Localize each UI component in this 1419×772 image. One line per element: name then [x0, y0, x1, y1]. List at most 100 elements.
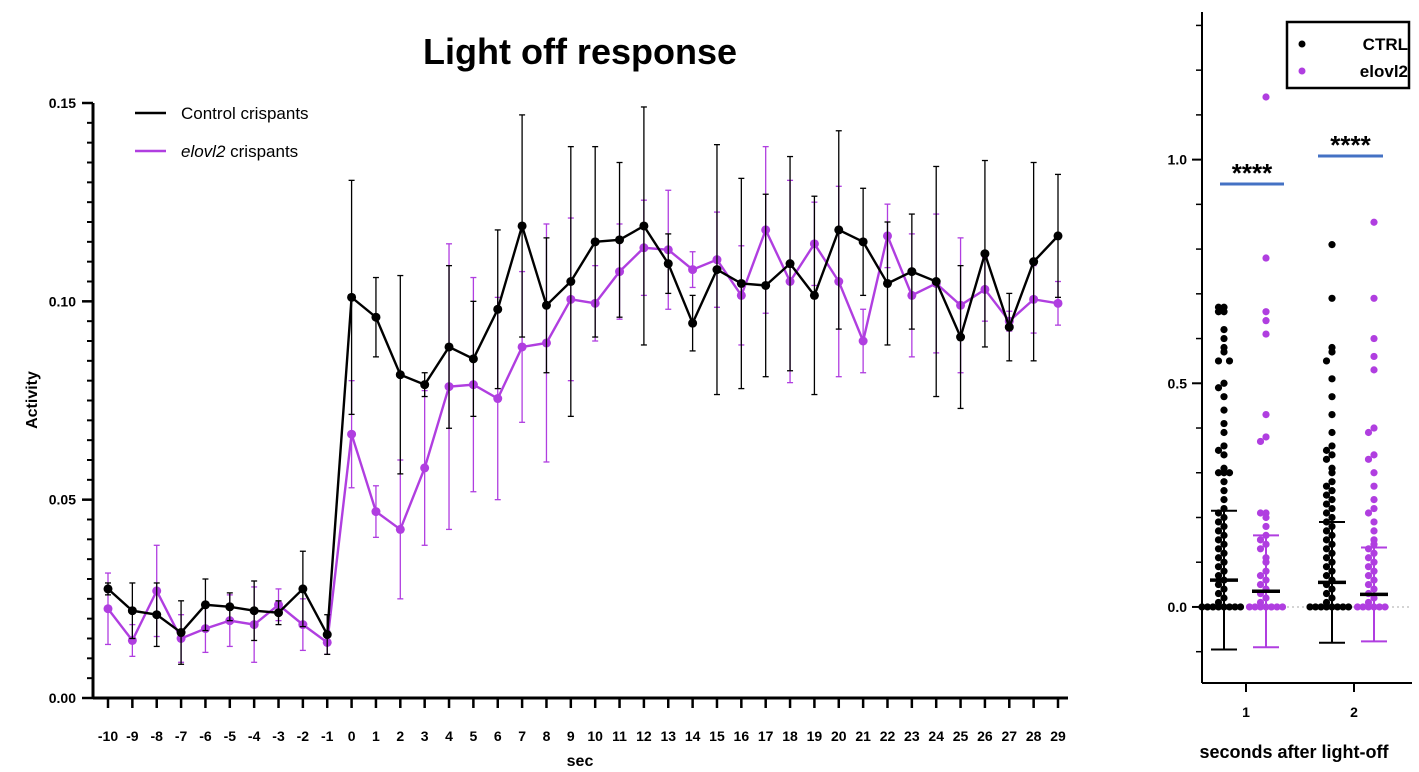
right-y-tick-label: 0.5: [1168, 375, 1188, 391]
data-point: [785, 259, 795, 269]
x-tick-label: 10: [587, 728, 603, 744]
scatter-point: [1225, 469, 1234, 477]
scatter-point: [1214, 446, 1223, 454]
legend-box: [1285, 20, 1411, 90]
scatter-point: [1370, 482, 1378, 490]
scatter-point: [1333, 603, 1342, 611]
scatter-point: [1328, 393, 1336, 401]
scatter-point: [1262, 330, 1270, 338]
data-point: [371, 507, 381, 517]
legend-label-elovl2-right: elovl2: [1360, 62, 1408, 81]
series-line: [107, 221, 1059, 639]
scatter-point: [1353, 603, 1362, 611]
scatter-point: [1322, 455, 1331, 463]
data-point: [980, 249, 990, 259]
legend-marker-elovl2: [1298, 67, 1306, 75]
scatter-point: [1256, 603, 1265, 611]
x-tick-label: -5: [224, 728, 237, 744]
scatter-point: [1364, 572, 1373, 580]
scatter-point: [1370, 540, 1378, 548]
legend-label-elovl2-italic: elovl2: [181, 142, 226, 161]
x-tick-label: -9: [126, 728, 139, 744]
scatter-point: [1375, 603, 1384, 611]
scatter-point: [1214, 580, 1223, 589]
scatter-point: [1328, 504, 1336, 513]
data-point: [225, 602, 235, 612]
scatter-point: [1214, 357, 1223, 365]
scatter-point: [1220, 348, 1228, 356]
scatter-point: [1214, 384, 1223, 392]
x-tick-label: -1: [321, 728, 334, 744]
scatter-point: [1262, 513, 1270, 522]
scatter-point: [1214, 563, 1223, 571]
data-point: [274, 608, 284, 618]
legend-label-control: Control crispants: [181, 104, 309, 123]
scatter-point: [1328, 348, 1336, 356]
scatter-point: [1209, 603, 1217, 611]
legend-label-elovl2-suffix: crispants: [225, 142, 298, 161]
right-x-tick-label: 2: [1350, 704, 1358, 720]
data-point: [420, 380, 430, 390]
scatter-point: [1322, 357, 1331, 365]
data-point: [444, 342, 454, 352]
scatter-point: [1256, 536, 1265, 544]
y-tick-label: 0.15: [49, 95, 76, 111]
series-line: [107, 226, 1059, 645]
scatter-point: [1231, 603, 1239, 611]
scatter-point: [1364, 603, 1373, 611]
data-point: [347, 429, 357, 439]
data-point: [590, 237, 600, 247]
x-tick-label: -2: [297, 728, 310, 744]
scatter-point: [1236, 603, 1245, 611]
right-x-axis-label: seconds after light-off: [1199, 742, 1389, 762]
scatter-point: [1322, 509, 1331, 517]
scatter-point: [1322, 545, 1331, 553]
scatter-point: [1262, 254, 1270, 262]
scatter-point: [1370, 451, 1378, 459]
scatter-point: [1214, 572, 1223, 580]
scatter-point: [1245, 603, 1254, 611]
scatter-point: [1262, 317, 1270, 325]
x-tick-label: 4: [445, 728, 453, 744]
scatter-point: [1370, 218, 1378, 226]
scatter-point: [1220, 406, 1228, 414]
scatter-point: [1370, 469, 1378, 477]
y-tick-label: 0.05: [49, 492, 76, 508]
scatter-point: [1370, 495, 1378, 504]
scatter-point: [1203, 603, 1212, 611]
scatter-point: [1370, 518, 1378, 526]
scatter-point: [1328, 478, 1336, 486]
scatter-point: [1328, 411, 1336, 419]
x-tick-label: 15: [709, 728, 725, 744]
x-tick-label: 6: [494, 728, 502, 744]
scatter-point: [1359, 603, 1367, 611]
data-point: [736, 278, 746, 288]
scatter-point: [1328, 241, 1336, 249]
data-point: [615, 235, 625, 245]
scatter-point: [1328, 375, 1336, 383]
data-point: [347, 292, 357, 302]
scatter-point: [1198, 603, 1206, 611]
scatter-point: [1328, 495, 1336, 504]
data-point: [493, 304, 503, 314]
right-x-tick-label: 1: [1242, 704, 1250, 720]
scatter-point: [1225, 357, 1234, 365]
significance-stars: ****: [1330, 130, 1371, 160]
data-point: [200, 600, 210, 610]
scatter-point: [1214, 469, 1223, 477]
scatter-point: [1256, 580, 1265, 589]
x-tick-label: 21: [855, 728, 871, 744]
data-point: [322, 630, 332, 640]
scatter-point: [1214, 536, 1223, 544]
x-tick-label: 25: [953, 728, 969, 744]
data-point: [395, 370, 405, 380]
scatter-point: [1214, 603, 1223, 611]
data-point: [1053, 231, 1063, 241]
scatter-point: [1251, 603, 1259, 611]
y-tick-label: 0.10: [49, 293, 76, 309]
data-point: [152, 610, 162, 620]
x-tick-label: 17: [758, 728, 774, 744]
data-point: [541, 300, 551, 310]
scatter-point: [1214, 554, 1223, 562]
